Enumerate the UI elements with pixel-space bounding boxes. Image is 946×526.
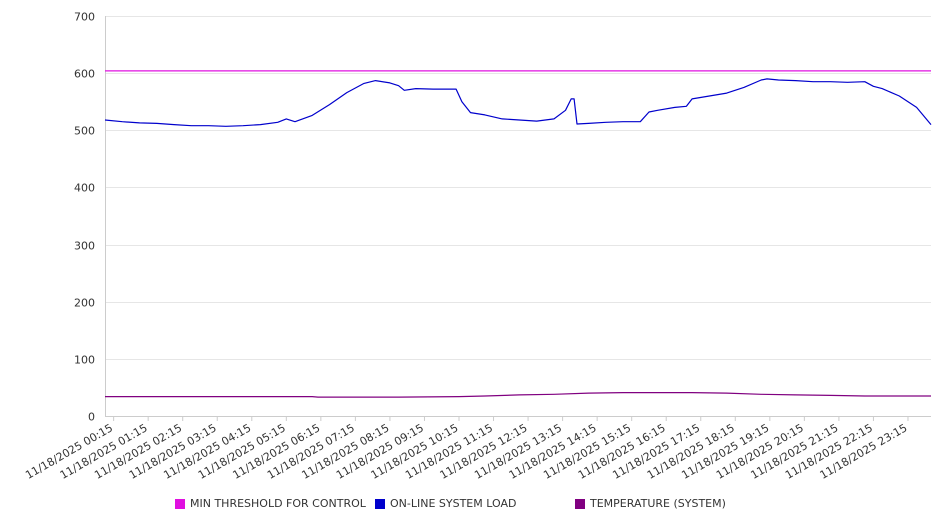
y-tick-label: 200: [74, 297, 95, 310]
series-lines: [104, 70, 932, 398]
legend-item-temperature: TEMPERATURE (SYSTEM): [575, 497, 726, 510]
legend-swatch-system-load: [375, 498, 385, 509]
y-tick-label: 100: [74, 354, 95, 367]
y-tick-labels: 0 100 200 300 400 500 600 700: [74, 11, 95, 424]
legend-item-min-threshold: MIN THRESHOLD FOR CONTROL: [175, 497, 366, 510]
y-tick-label: 500: [74, 125, 95, 138]
legend-swatch-min-threshold: [175, 498, 185, 509]
legend-label-temperature: TEMPERATURE (SYSTEM): [590, 497, 726, 510]
series-line-on-line-system-load: [104, 78, 932, 127]
y-tick-label: 400: [74, 182, 95, 195]
legend-swatch-temperature: [575, 498, 585, 509]
grid-lines: [105, 16, 931, 360]
y-tick-label: 0: [88, 411, 95, 424]
legend-label-min-threshold: MIN THRESHOLD FOR CONTROL: [190, 497, 366, 510]
axes: [105, 16, 931, 421]
y-tick-label: 300: [74, 240, 95, 253]
series-line-temperature-system: [105, 392, 931, 398]
y-tick-label: 700: [74, 11, 95, 24]
chart-legend: MIN THRESHOLD FOR CONTROL ON-LINE SYSTEM…: [0, 497, 946, 517]
y-tick-label: 600: [74, 68, 95, 81]
legend-label-system-load: ON-LINE SYSTEM LOAD: [390, 497, 517, 510]
legend-item-system-load: ON-LINE SYSTEM LOAD: [375, 497, 516, 510]
